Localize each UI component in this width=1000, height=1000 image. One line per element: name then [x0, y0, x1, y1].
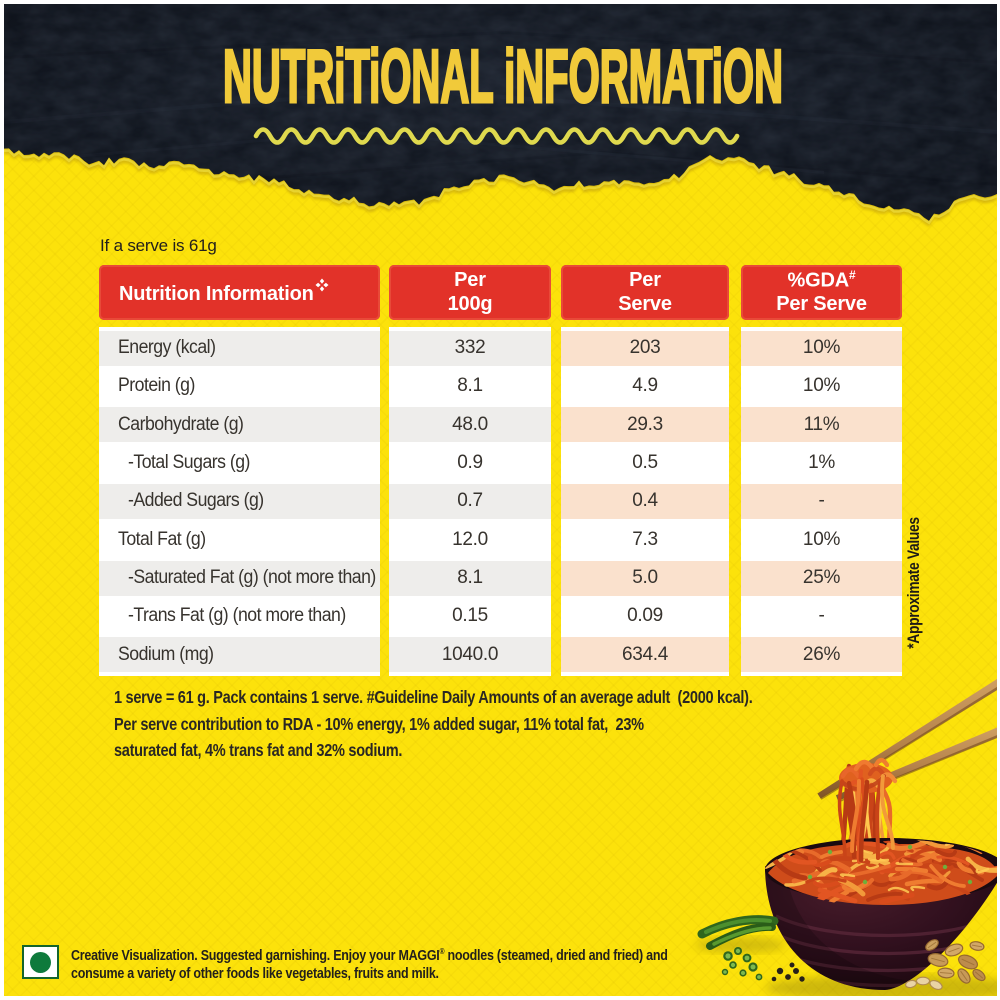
svg-text:NUTRiTiONAL iNFORMATiON: NUTRiTiONAL iNFORMATiON — [223, 34, 783, 118]
